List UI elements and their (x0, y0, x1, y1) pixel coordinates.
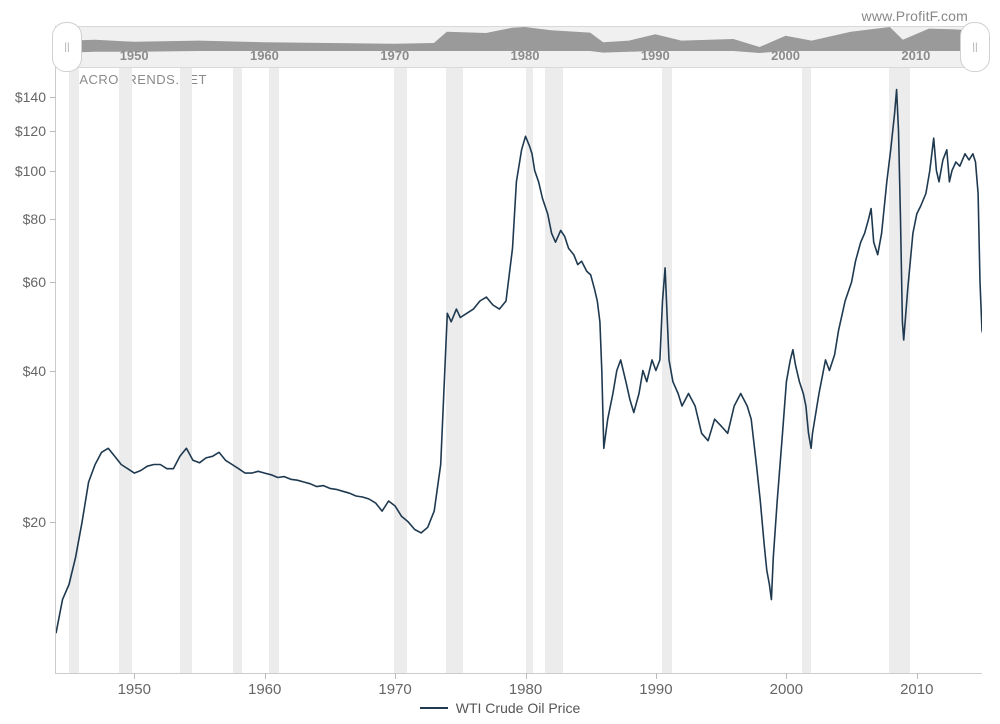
x-axis-label: 2010 (900, 681, 933, 698)
x-axis-label: 1970 (378, 681, 411, 698)
x-axis-label: 1980 (509, 681, 542, 698)
range-handle-left[interactable]: || (52, 22, 82, 72)
watermark-text: www.ProfitF.com (862, 8, 968, 24)
x-axis-label: 1960 (248, 681, 281, 698)
range-handle-right[interactable]: || (960, 22, 990, 72)
x-axis-label: 1950 (118, 681, 151, 698)
x-axis-label: 2000 (770, 681, 803, 698)
y-axis-label: $60 (23, 274, 46, 290)
legend: WTI Crude Oil Price (0, 700, 1000, 716)
legend-label: WTI Crude Oil Price (456, 700, 580, 716)
y-axis-label: $120 (15, 123, 46, 139)
overview-area (56, 27, 981, 67)
y-axis-label: $80 (23, 211, 46, 227)
x-axis-label: 1990 (639, 681, 672, 698)
y-axis-label: $40 (23, 363, 46, 379)
y-axis-label: $140 (15, 89, 46, 105)
y-axis-label: $20 (23, 514, 46, 530)
legend-swatch (420, 707, 448, 709)
main-chart: $20$40$60$80$100$120$1401950196019701980… (55, 68, 982, 674)
overview-range-selector[interactable]: 1950196019701980199020002010 (55, 26, 982, 68)
y-axis-label: $100 (15, 163, 46, 179)
